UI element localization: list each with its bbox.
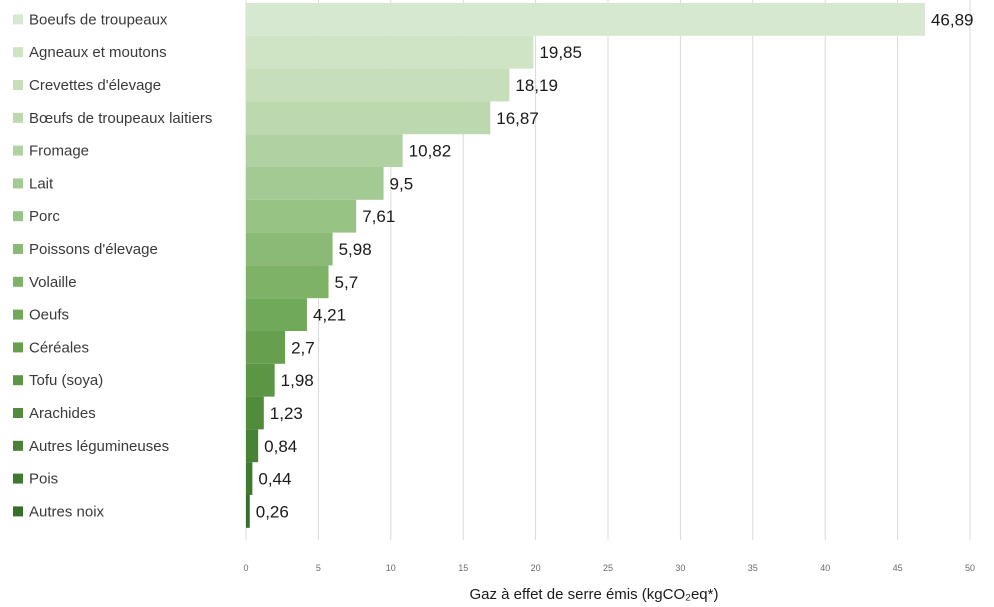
category-marker: [13, 211, 23, 222]
category-label: Tofu (soya): [29, 372, 103, 389]
category-marker: [13, 178, 23, 189]
bar: [246, 495, 250, 528]
category-label: Bœufs de troupeaux laitiers: [29, 110, 212, 127]
value-label: 5,98: [339, 240, 372, 259]
value-label: 2,7: [291, 338, 315, 357]
bar: [246, 232, 333, 266]
category-label: Autres légumineuses: [29, 438, 169, 455]
x-tick-label: 50: [965, 563, 975, 573]
x-tick-label: 30: [675, 563, 685, 573]
x-tick-label: 20: [531, 563, 541, 573]
bar: [246, 167, 384, 200]
value-label: 10,82: [409, 142, 452, 161]
x-tick-label: 0: [243, 563, 248, 573]
category-label: Crevettes d'élevage: [29, 77, 161, 94]
category-label: Fromage: [29, 143, 89, 160]
category-label: Lait: [29, 175, 54, 192]
category-marker: [13, 342, 23, 353]
x-tick-label: 25: [603, 563, 613, 573]
bar: [246, 199, 357, 233]
bar: [246, 462, 253, 495]
x-tick-label: 5: [316, 563, 321, 573]
category-marker: [13, 80, 23, 90]
bar: [246, 265, 329, 299]
category-marker: [13, 408, 23, 418]
category-label: Agneaux et moutons: [29, 44, 167, 61]
category-marker: [13, 145, 23, 156]
value-label: 0,84: [264, 437, 297, 456]
value-label: 9,5: [390, 174, 414, 193]
category-label: Boeufs de troupeaux: [29, 11, 168, 28]
category-marker: [13, 440, 23, 451]
value-label: 1,23: [270, 404, 303, 423]
category-label: Arachides: [29, 405, 96, 422]
x-tick-label: 45: [893, 563, 903, 573]
value-label: 46,89: [931, 10, 974, 29]
value-label: 0,44: [258, 470, 291, 489]
bar: [246, 101, 491, 135]
value-labels: 46,89 19,85 18,19 16,87 10,82 9,5 7,61 5,98 5,7 4…: [256, 10, 974, 521]
value-label: 18,19: [515, 76, 558, 95]
x-tick-label: 35: [748, 563, 758, 573]
bar: [246, 35, 534, 69]
bar: [246, 3, 925, 36]
category-marker: [13, 375, 23, 386]
category-marker: [13, 112, 23, 123]
category-marker: [13, 276, 23, 287]
x-tick-label: 40: [820, 563, 830, 573]
category-marker: [13, 47, 23, 58]
category-label: Autres noix: [29, 503, 105, 520]
value-label: 0,26: [256, 502, 289, 521]
bar: [246, 396, 264, 430]
value-label: 1,98: [281, 371, 314, 390]
category-marker: [13, 14, 23, 25]
bar: [246, 68, 510, 102]
bars: [246, 3, 925, 528]
category-marker: [13, 506, 23, 517]
x-axis-title: Gaz à effet de serre émis (kgCO₂eq*): [470, 586, 719, 603]
value-label: 7,61: [362, 207, 395, 226]
category-label: Oeufs: [29, 307, 69, 324]
category-label: Porc: [29, 208, 60, 225]
bar: [246, 331, 286, 364]
category-marker: [13, 244, 23, 254]
value-label: 16,87: [496, 109, 539, 128]
category-label: Pois: [29, 471, 58, 488]
value-label: 19,85: [539, 43, 582, 62]
category-marker: [13, 473, 23, 484]
x-tick-label: 15: [458, 563, 468, 573]
x-axis-ticks: 0 5 10 15 20 25 30 35 40 45 50: [243, 563, 975, 573]
category-label: Céréales: [29, 339, 89, 356]
category-labels: Boeufs de troupeaux Agneaux et moutons Cre…: [13, 11, 212, 520]
bar: [246, 363, 275, 397]
category-label: Poissons d'élevage: [29, 241, 158, 258]
category-label: Volaille: [29, 274, 77, 291]
bar: [246, 134, 403, 167]
category-marker: [13, 309, 23, 320]
value-label: 5,7: [335, 273, 359, 292]
x-tick-label: 10: [386, 563, 396, 573]
bar: [246, 298, 307, 331]
bar: [246, 429, 259, 463]
value-label: 4,21: [313, 306, 346, 325]
